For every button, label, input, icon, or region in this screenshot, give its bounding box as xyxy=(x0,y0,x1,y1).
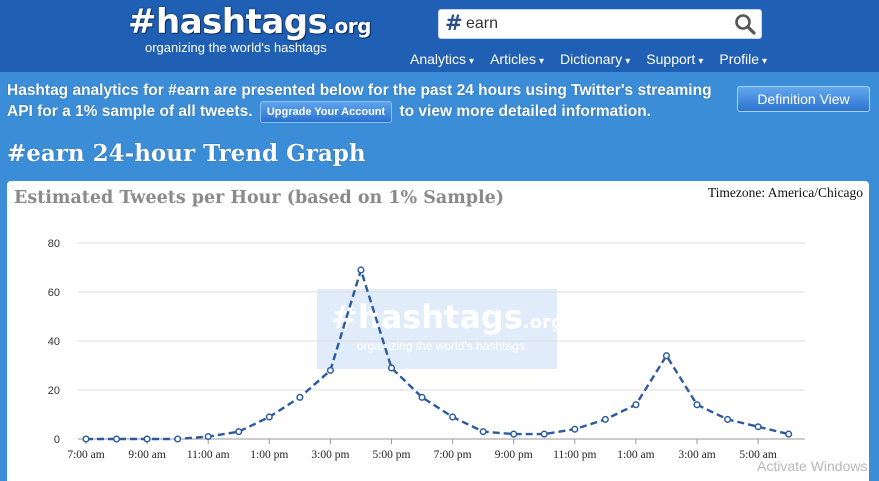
data-point xyxy=(143,435,151,443)
x-tick-label: 7:00 am xyxy=(67,449,104,461)
nav-analytics[interactable]: Analytics ▾ xyxy=(410,51,475,67)
data-point xyxy=(265,413,273,421)
nav-profile[interactable]: Profile ▾ xyxy=(719,51,768,67)
data-point xyxy=(754,423,762,431)
x-tick-label: 5:00 pm xyxy=(372,449,410,461)
info-text-part1: Hashtag analytics for #earn are presente… xyxy=(7,82,712,121)
watermark: #hashtags.org organizing the world's has… xyxy=(317,289,564,369)
site-tagline: organizing the world's hashtags xyxy=(145,40,327,55)
data-point xyxy=(326,366,334,374)
x-tick-label: 7:00 pm xyxy=(434,449,472,461)
timezone-label: Timezone: America/Chicago xyxy=(707,185,863,200)
data-point xyxy=(724,415,732,423)
data-point xyxy=(204,433,212,441)
y-tick-label: 40 xyxy=(48,336,60,348)
watermark-hash-icon: # xyxy=(331,298,358,336)
x-tick-label: 9:00 am xyxy=(128,449,165,461)
data-point xyxy=(632,401,640,409)
x-tick-label: 1:00 am xyxy=(617,449,654,461)
y-tick-label: 20 xyxy=(48,385,60,397)
caret-down-icon: ▾ xyxy=(469,56,475,67)
chart-card: Estimated Tweets per Hour (based on 1% S… xyxy=(7,181,869,481)
nav-support[interactable]: Support ▾ xyxy=(646,51,704,67)
data-point xyxy=(296,393,304,401)
info-banner: Hashtag analytics for #earn are presente… xyxy=(7,80,727,123)
data-point xyxy=(235,428,243,436)
x-tick-label: 3:00 pm xyxy=(311,449,349,461)
trend-chart: 0 20 40 60 80 7:00 am 9:00 am 11:00 am 1:00 pm 3:… xyxy=(48,238,805,461)
y-tick-label: 0 xyxy=(54,434,60,446)
data-point xyxy=(693,401,701,409)
data-point xyxy=(174,435,182,443)
caret-down-icon: ▾ xyxy=(625,56,631,67)
caret-down-icon: ▾ xyxy=(698,56,704,67)
x-tick-label: 3:00 am xyxy=(678,449,715,461)
data-point xyxy=(785,430,793,438)
data-point xyxy=(540,430,548,438)
site-logo[interactable]: #hashtags.org xyxy=(128,2,371,42)
chart-title: Estimated Tweets per Hour (based on 1% S… xyxy=(14,188,505,208)
data-point xyxy=(357,266,365,274)
data-point xyxy=(510,430,518,438)
data-point xyxy=(479,428,487,436)
data-point xyxy=(82,435,90,443)
data-point xyxy=(418,393,426,401)
watermark-tagline: organizing the world's hashtags xyxy=(357,339,525,353)
search-bar: # xyxy=(438,9,762,39)
series-line xyxy=(86,268,789,441)
nav-articles[interactable]: Articles ▾ xyxy=(490,51,544,67)
data-point xyxy=(571,425,579,433)
y-tick-label: 80 xyxy=(48,238,60,250)
x-tick-label: 9:00 pm xyxy=(495,449,533,461)
upgrade-account-button[interactable]: Upgrade Your Account xyxy=(259,101,393,123)
site-header: #hashtags.org organizing the world's has… xyxy=(0,0,879,72)
definition-view-button[interactable]: Definition View xyxy=(737,86,870,112)
activate-windows-overlay: Activate Windows xyxy=(757,458,868,474)
caret-down-icon: ▾ xyxy=(538,56,544,67)
data-point xyxy=(387,364,396,372)
y-tick-label: 60 xyxy=(48,287,60,299)
x-tick-label: 1:00 pm xyxy=(250,449,288,461)
info-text-part2: to view more detailed information. xyxy=(399,103,651,121)
watermark-name: hashtags xyxy=(357,298,523,336)
watermark-tld: .org xyxy=(522,312,564,333)
search-input[interactable] xyxy=(466,12,726,36)
logo-hash-icon: # xyxy=(128,2,157,42)
x-tick-label: 11:00 am xyxy=(187,449,230,461)
watermark-logo: #hashtags.org xyxy=(331,298,564,341)
caret-down-icon: ▾ xyxy=(762,56,768,67)
data-point xyxy=(113,435,121,443)
data-point xyxy=(601,415,609,423)
search-icon[interactable] xyxy=(733,12,757,36)
x-tick-label: 11:00 pm xyxy=(553,449,596,461)
page-title: #earn 24-hour Trend Graph xyxy=(7,140,366,167)
data-point xyxy=(449,413,457,421)
logo-name: hashtags xyxy=(156,2,328,42)
logo-tld: .org xyxy=(327,14,371,38)
x-tick-label: 5:00 am xyxy=(739,449,776,461)
hash-icon: # xyxy=(445,11,463,35)
main-nav: Analytics ▾ Articles ▾ Dictionary ▾ Support… xyxy=(402,50,775,70)
nav-dictionary[interactable]: Dictionary ▾ xyxy=(560,51,631,67)
data-point xyxy=(662,352,671,360)
